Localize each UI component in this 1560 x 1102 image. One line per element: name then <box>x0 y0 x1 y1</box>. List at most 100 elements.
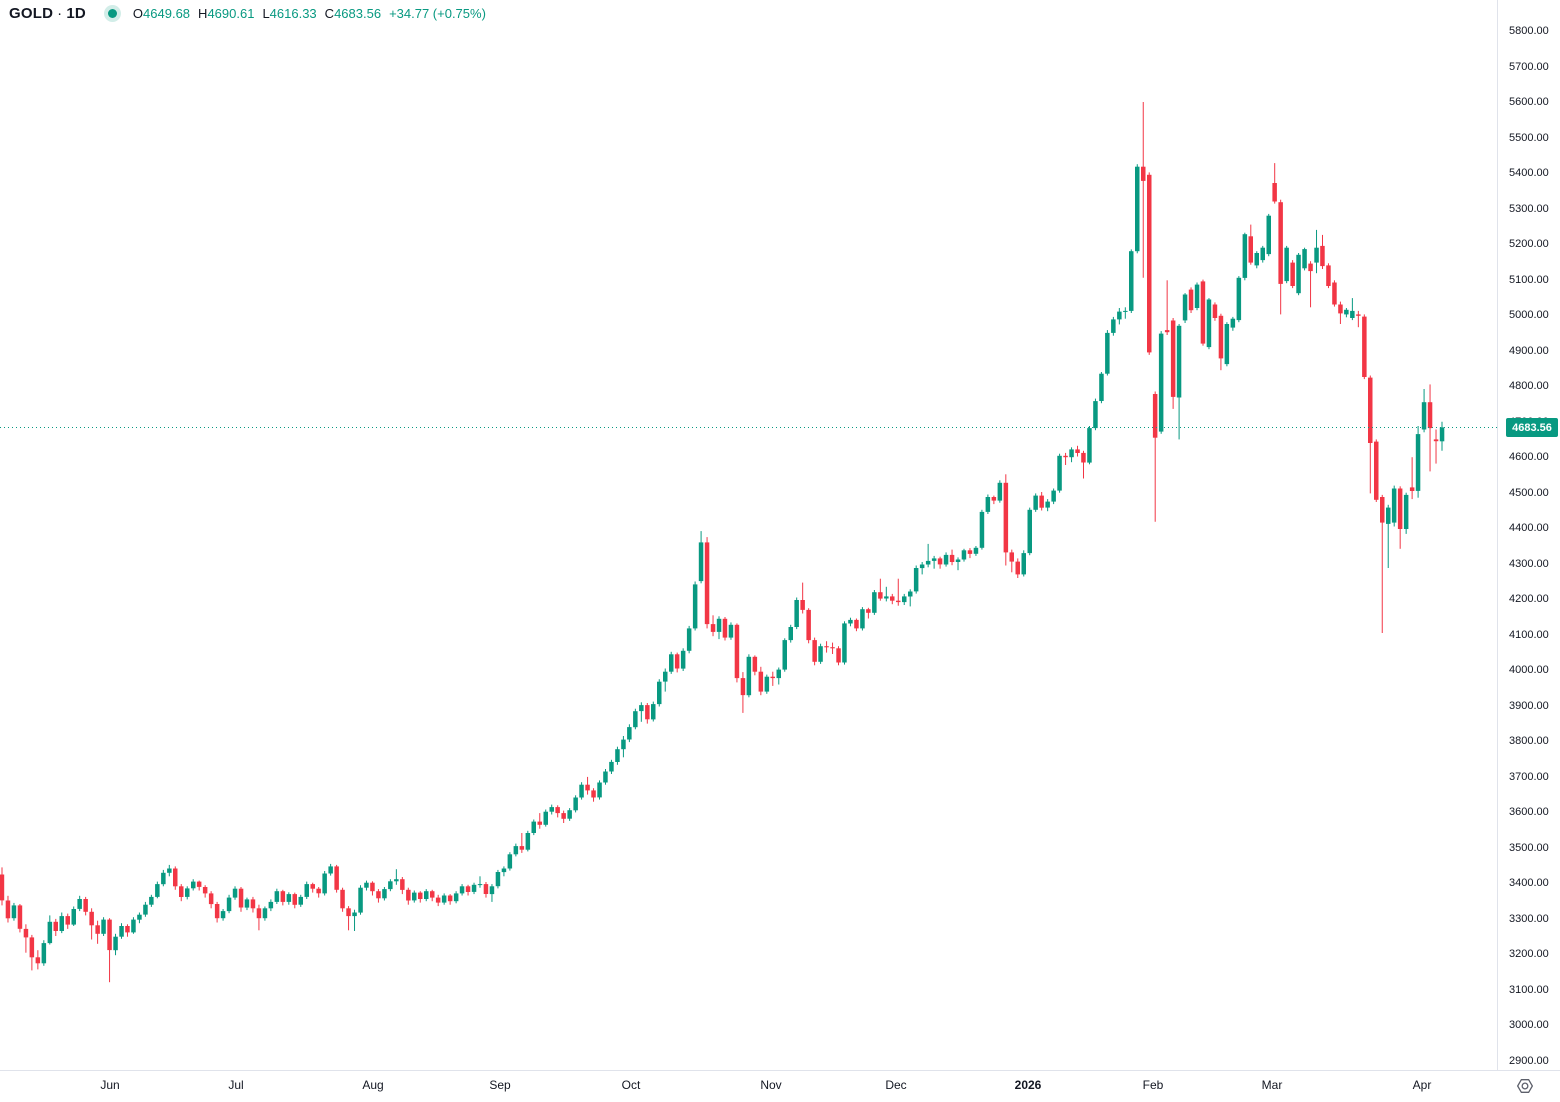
candle-body <box>1386 507 1391 524</box>
candle-body <box>89 911 94 926</box>
candle-body <box>304 884 309 897</box>
candle-body <box>1415 434 1421 491</box>
candle-body <box>334 866 339 890</box>
price-tick-label: 5400.00 <box>1509 167 1549 180</box>
candle-body <box>143 904 148 915</box>
candle-body <box>1230 318 1236 328</box>
candle-body <box>573 797 578 811</box>
candle-body <box>262 908 268 919</box>
candle-body <box>1403 494 1409 529</box>
candle-body <box>1188 289 1194 311</box>
price-tick-label: 3500.00 <box>1509 841 1549 854</box>
price-tick-label: 3600.00 <box>1509 806 1549 819</box>
candle-body <box>537 821 542 825</box>
candle-body <box>651 704 656 720</box>
candle-body <box>41 943 47 964</box>
candle-body <box>949 554 955 562</box>
candle-body <box>1320 245 1325 267</box>
candle-body <box>943 554 949 565</box>
candle-body <box>1439 427 1445 442</box>
candle-body <box>71 909 76 925</box>
candle-body <box>441 895 447 903</box>
chart-settings-button[interactable] <box>1514 1075 1536 1097</box>
candle-body <box>477 884 483 886</box>
candle-body <box>1326 265 1331 286</box>
candle-body <box>925 560 931 565</box>
candle-body <box>1374 441 1379 500</box>
candle-body <box>555 807 560 814</box>
low-value: L4616.33 <box>262 6 317 21</box>
candle-body <box>214 904 220 919</box>
candle-body <box>615 749 620 762</box>
candle-body <box>1260 247 1265 261</box>
candle-body <box>830 647 835 649</box>
price-tick-label: 5600.00 <box>1509 96 1549 109</box>
close-value: C4683.56 <box>324 6 382 21</box>
candle-body <box>447 895 453 902</box>
candle-body <box>310 884 315 889</box>
candle-body <box>465 886 471 892</box>
candle-body <box>549 807 554 812</box>
candle-body <box>1409 487 1415 491</box>
candle-body <box>1290 262 1295 286</box>
candle-body <box>931 558 937 561</box>
candle-body <box>639 705 644 712</box>
candle-body <box>1027 509 1032 554</box>
candle-body <box>1117 311 1122 320</box>
time-axis[interactable]: Jun Jul Aug Sep Oct Nov Dec 2026 Feb Mar Apr <box>0 1070 1560 1102</box>
candle-body <box>776 669 781 679</box>
candle-body <box>1194 284 1200 308</box>
candle-body <box>220 911 226 919</box>
candle-body <box>937 558 943 565</box>
candle-body <box>1362 316 1367 377</box>
candle-body <box>1278 202 1283 284</box>
candle-body <box>0 874 5 901</box>
price-axis[interactable]: 5800.00 5700.00 5600.00 5500.00 5400.00 5300.… <box>1497 0 1560 1070</box>
candle-body <box>1212 304 1218 318</box>
candle-body <box>501 868 507 873</box>
candle-body <box>430 891 435 898</box>
candle-body <box>908 591 913 597</box>
candle-body <box>872 592 877 613</box>
candle-body <box>919 564 925 569</box>
symbol-name: GOLD <box>9 5 54 22</box>
candle-body <box>471 884 477 892</box>
candle-body <box>406 889 411 901</box>
candle-body <box>125 926 130 933</box>
candle-body <box>1081 452 1086 463</box>
candle-body <box>674 654 680 669</box>
candle-body <box>1397 488 1403 529</box>
candle-body <box>292 894 297 905</box>
candle-body <box>806 609 811 641</box>
candle-body <box>824 646 829 648</box>
candle-body <box>77 899 82 909</box>
candle-body <box>663 671 668 682</box>
candle-body <box>1105 332 1110 374</box>
price-tick-label: 4200.00 <box>1509 593 1549 606</box>
time-tick-label: Feb <box>1142 1078 1164 1092</box>
candle-body <box>346 908 351 917</box>
candle-body <box>1182 294 1188 321</box>
candle-body <box>23 928 29 938</box>
candle-body <box>364 882 369 888</box>
candle-body <box>1332 282 1337 305</box>
price-tick-label: 4000.00 <box>1509 664 1549 677</box>
candlestick-chart-canvas[interactable] <box>0 0 1497 1070</box>
candle-body <box>525 833 531 850</box>
candle-body <box>848 619 853 624</box>
candle-body <box>722 618 728 638</box>
candle-body <box>1158 333 1164 432</box>
candle-body <box>1224 324 1230 365</box>
candle-body <box>579 784 584 798</box>
time-tick-label: Oct <box>621 1078 641 1092</box>
candle-body <box>680 650 686 669</box>
symbol-title[interactable]: GOLD · 1D <box>9 5 86 22</box>
price-tick-label: 4600.00 <box>1509 451 1549 464</box>
candle-body <box>561 813 566 819</box>
candle-body <box>1308 263 1313 272</box>
candle-body <box>167 868 172 873</box>
candle-body <box>394 879 399 882</box>
candle-body <box>645 705 650 720</box>
price-tick-label: 3800.00 <box>1509 735 1549 748</box>
candle-body <box>453 893 459 902</box>
